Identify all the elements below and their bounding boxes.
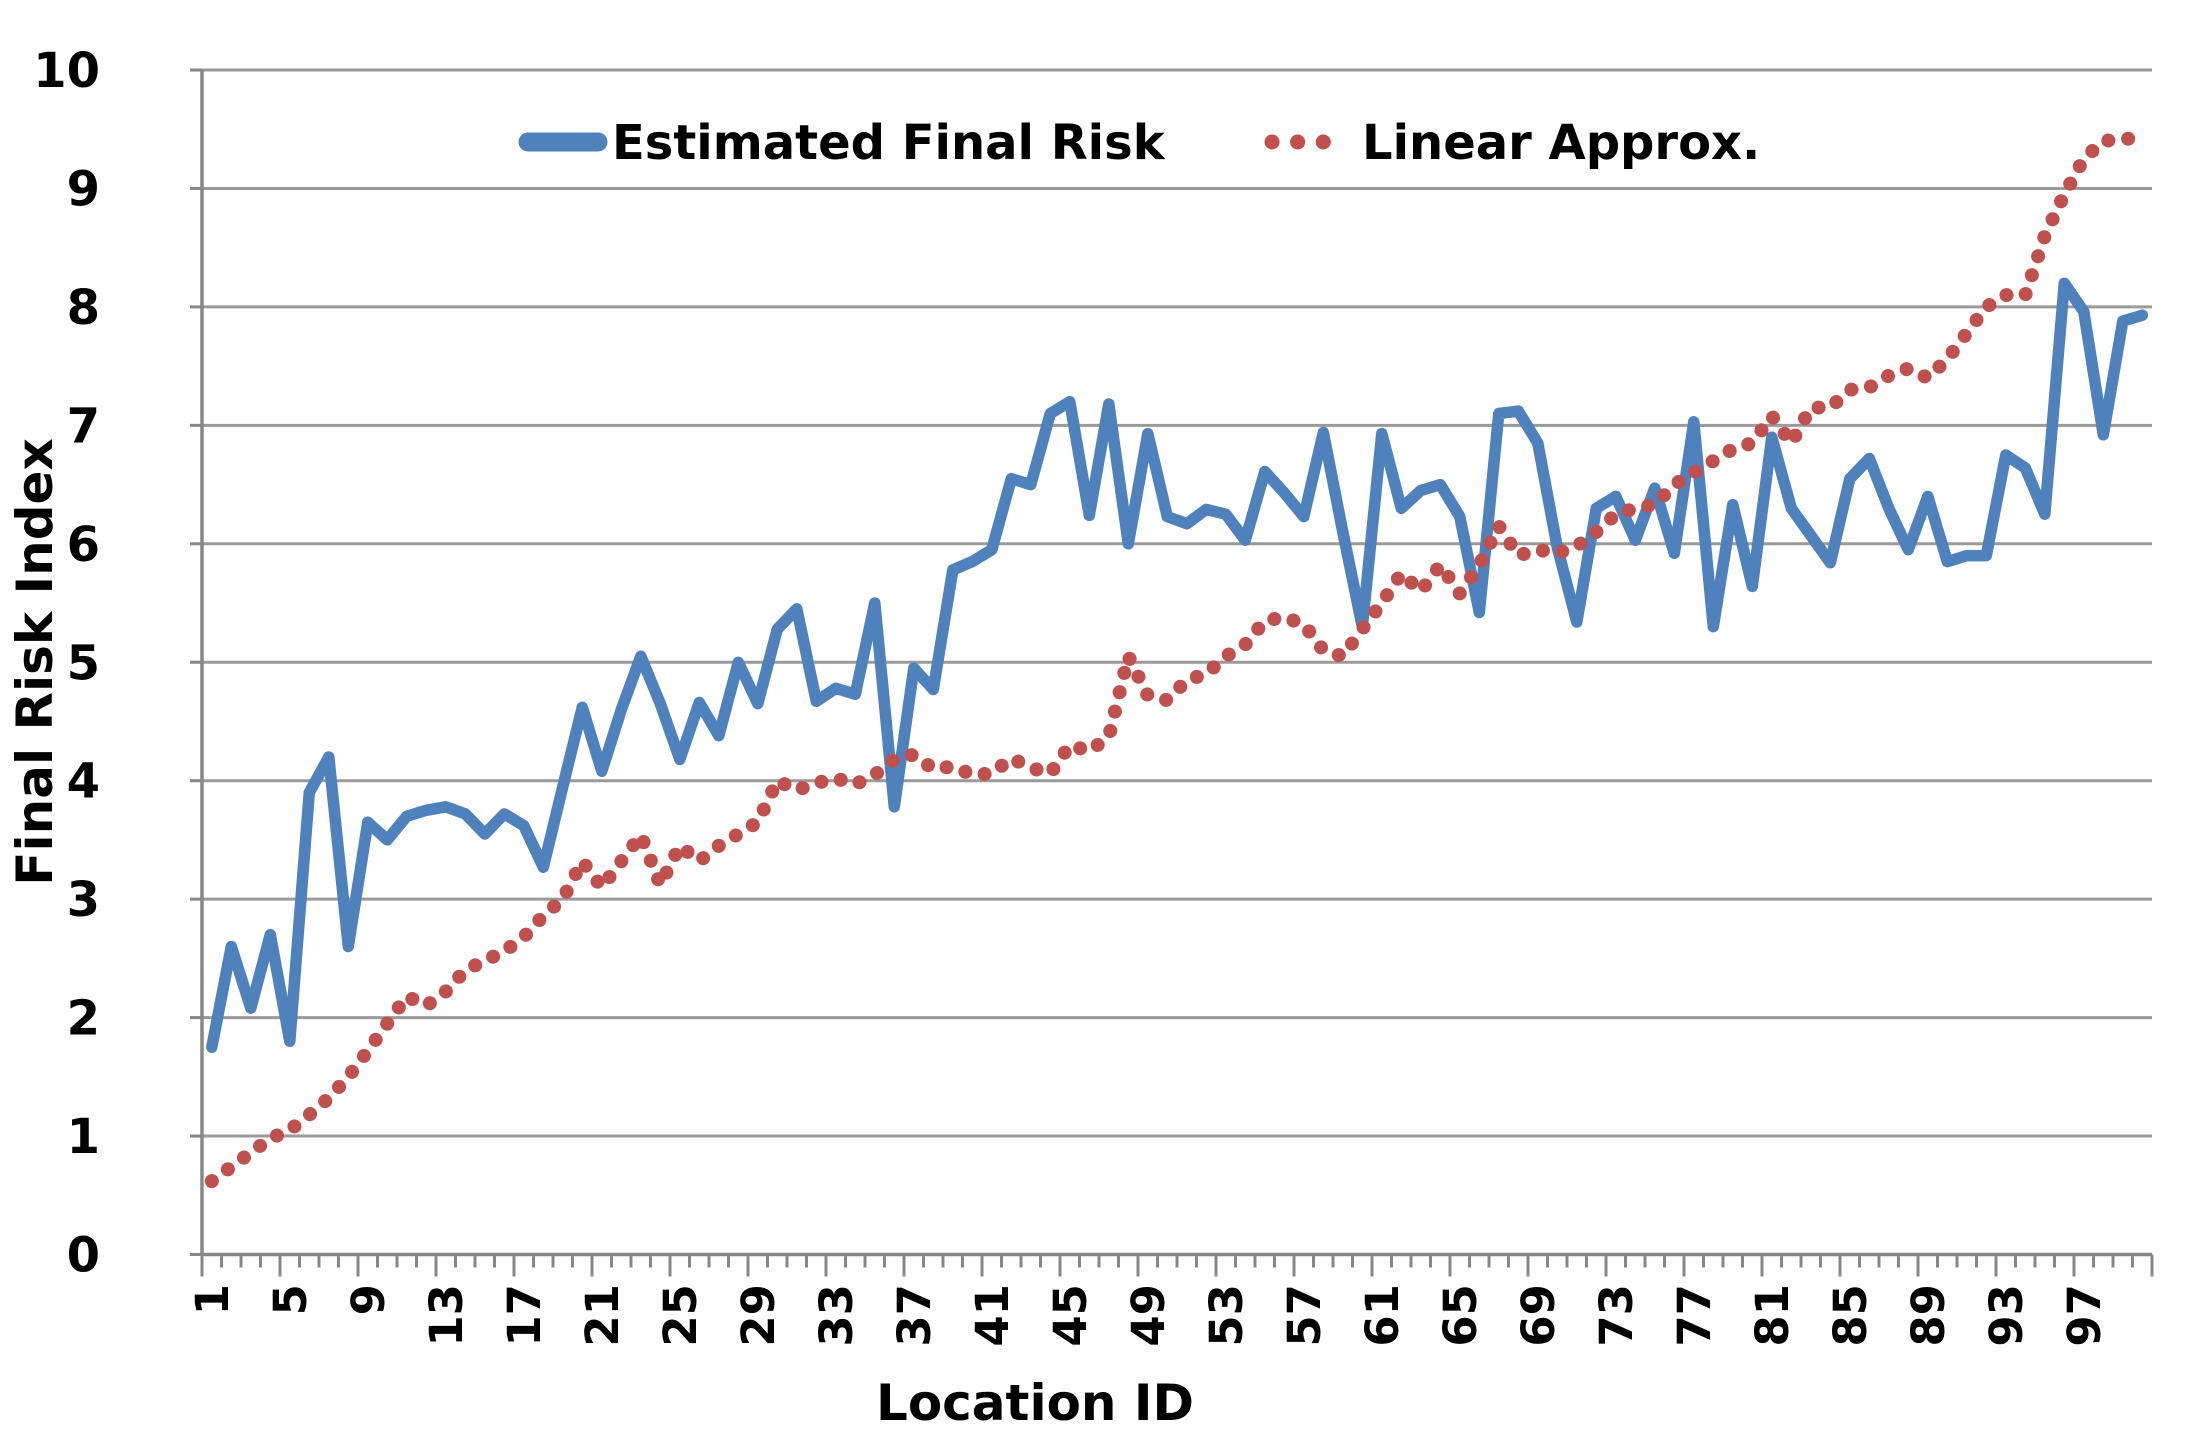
x-tick-label: 9 [342, 1284, 395, 1315]
x-tick-label: 5 [264, 1284, 317, 1315]
x-tick-label: 61 [1356, 1284, 1409, 1347]
x-tick-label: 1 [186, 1284, 239, 1315]
legend-label: Estimated Final Risk [612, 115, 1166, 171]
y-tick-label: 2 [67, 991, 100, 1047]
y-tick-label: 4 [67, 754, 100, 810]
x-tick-label: 73 [1590, 1284, 1643, 1347]
series-estimated-final-risk-line [206, 277, 2149, 1053]
x-tick-label: 77 [1668, 1284, 1721, 1347]
x-tick-label: 41 [966, 1284, 1019, 1347]
x-tick-label: 53 [1200, 1284, 1253, 1347]
x-tick-label: 33 [810, 1284, 863, 1347]
x-tick-label: 13 [420, 1284, 473, 1347]
x-tick-label: 93 [1980, 1284, 2033, 1347]
x-tick-label: 89 [1902, 1284, 1955, 1347]
series-linear-approx-line [204, 131, 2150, 1189]
legend-item-estimated-final-risk: Estimated Final Risk [518, 115, 1166, 171]
x-tick-label: 45 [1044, 1284, 1097, 1347]
x-tick-label: 69 [1512, 1284, 1565, 1347]
legend: Estimated Final Risk Linear Approx. [518, 115, 1760, 171]
y-tick-label: 1 [67, 1109, 100, 1165]
axis-ticks [190, 68, 2154, 1277]
y-tick-label: 9 [67, 161, 100, 217]
x-tick-label: 85 [1824, 1284, 1877, 1347]
x-tick-label: 81 [1746, 1284, 1799, 1347]
y-tick-label: 0 [67, 1228, 100, 1284]
y-axis-title: Final Risk Index [6, 438, 64, 885]
x-tick-label: 17 [498, 1284, 551, 1347]
x-tick-label: 97 [2058, 1284, 2111, 1347]
data-series [204, 131, 2150, 1189]
y-tick-label: 8 [67, 280, 100, 336]
y-tick-label: 5 [67, 635, 100, 691]
x-tick-label: 37 [888, 1284, 941, 1347]
x-axis-title: Location ID [876, 1374, 1194, 1432]
gridlines [202, 68, 2152, 1256]
x-tick-label: 57 [1278, 1284, 1331, 1347]
x-tick-label: 49 [1122, 1284, 1175, 1347]
x-tick-label: 21 [576, 1284, 629, 1347]
x-tick-label: 25 [654, 1284, 707, 1347]
y-tick-label: 10 [33, 43, 100, 99]
y-tick-label: 7 [67, 398, 100, 454]
x-tick-label: 65 [1434, 1284, 1487, 1347]
legend-label: Linear Approx. [1362, 115, 1760, 171]
x-tick-label: 29 [732, 1284, 785, 1347]
y-tick-label: 3 [67, 872, 100, 928]
y-tick-label: 6 [67, 517, 100, 573]
legend-item-linear-approx: Linear Approx. [1264, 115, 1760, 171]
